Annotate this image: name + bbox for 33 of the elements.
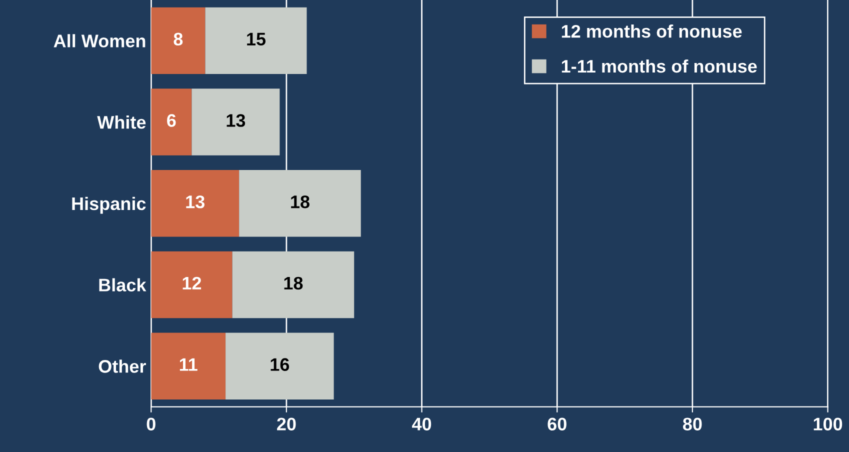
x-tick-label: 80 <box>682 418 702 430</box>
bar <box>151 332 226 400</box>
data-label: 13 <box>186 195 204 208</box>
y-tick-label: Hispanic <box>72 196 146 214</box>
data-label: 18 <box>284 276 303 290</box>
x-tick-label: 0 <box>146 418 156 430</box>
data-label: 16 <box>270 358 290 371</box>
x-tick-label: 100 <box>814 418 842 430</box>
bar <box>226 332 334 400</box>
data-label: 12 <box>182 276 202 290</box>
bar <box>151 170 240 237</box>
y-tick-label: White <box>97 116 146 129</box>
y-tick-label: All Women <box>54 34 146 48</box>
data-label: 8 <box>174 32 183 46</box>
data-label: 13 <box>226 114 246 127</box>
bar <box>239 170 361 237</box>
data-label: 11 <box>180 358 198 371</box>
y-tick-label: Other <box>98 360 146 373</box>
data-label: 15 <box>247 32 266 46</box>
bar <box>151 251 232 318</box>
x-tick-label: 40 <box>412 418 432 430</box>
bar <box>232 251 354 318</box>
legend-label: 1-11 months of nonuse <box>562 59 757 73</box>
bar <box>205 7 307 74</box>
legend-label: 12 months of nonuse <box>562 24 742 38</box>
data-label: 18 <box>291 195 310 208</box>
bar <box>151 88 192 156</box>
data-label: 6 <box>167 114 176 127</box>
y-tick-label: Black <box>99 278 146 292</box>
x-tick-label: 20 <box>277 418 296 430</box>
bar <box>192 88 280 156</box>
bar <box>151 7 206 74</box>
x-tick-label: 60 <box>548 418 566 430</box>
